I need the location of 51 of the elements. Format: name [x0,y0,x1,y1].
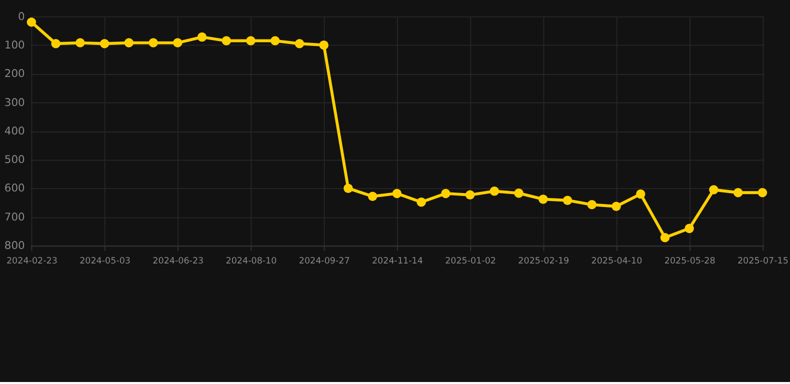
x-tick-label: 2025-07-15 [737,256,788,267]
y-tick-label: 200 [4,67,26,80]
x-tick-label: 2024-05-03 [80,256,131,267]
x-tick-label: 2024-06-23 [152,256,204,267]
x-tick-label: 2024-02-23 [6,256,58,267]
point [514,188,524,198]
point [392,188,402,198]
point [441,188,450,198]
point [173,38,182,48]
point [490,186,500,196]
point [758,188,768,198]
point [100,39,110,48]
point [709,185,718,194]
point [344,184,353,193]
x-tick-label: 2025-04-10 [591,256,642,267]
point [465,190,475,200]
point [684,224,694,234]
y-tick-label: 600 [4,182,26,195]
point [246,36,256,46]
point [538,194,548,204]
point [26,18,36,27]
y-tick-label: 800 [4,239,26,252]
y-tick-label: 400 [4,124,26,138]
point [124,38,134,48]
point [51,39,60,48]
y-tick-label: 100 [4,38,26,52]
x-tick-label: 2024-08-10 [226,256,277,267]
point [660,232,670,242]
y-tick-label: 500 [4,153,26,166]
x-tick-label: 2025-01-02 [445,256,496,267]
point [636,189,646,199]
x-tick-label: 2025-02-19 [518,256,570,267]
y-tick-label: 700 [4,210,26,224]
point [368,192,378,201]
point [148,38,158,48]
point [197,32,207,42]
point [562,196,572,205]
point [319,40,328,50]
point [416,197,426,207]
x-tick-label: 2024-09-27 [298,256,350,267]
point [76,38,85,48]
point [222,36,232,46]
point [733,188,743,198]
point [612,202,621,211]
y-tick-label: 300 [4,96,26,109]
y-tick-label: 0 [18,10,26,23]
point [270,36,280,46]
x-tick-label: 2024-11-14 [372,256,424,267]
x-tick-label: 2025-05-28 [664,256,716,267]
point [587,200,597,210]
point [294,39,304,48]
